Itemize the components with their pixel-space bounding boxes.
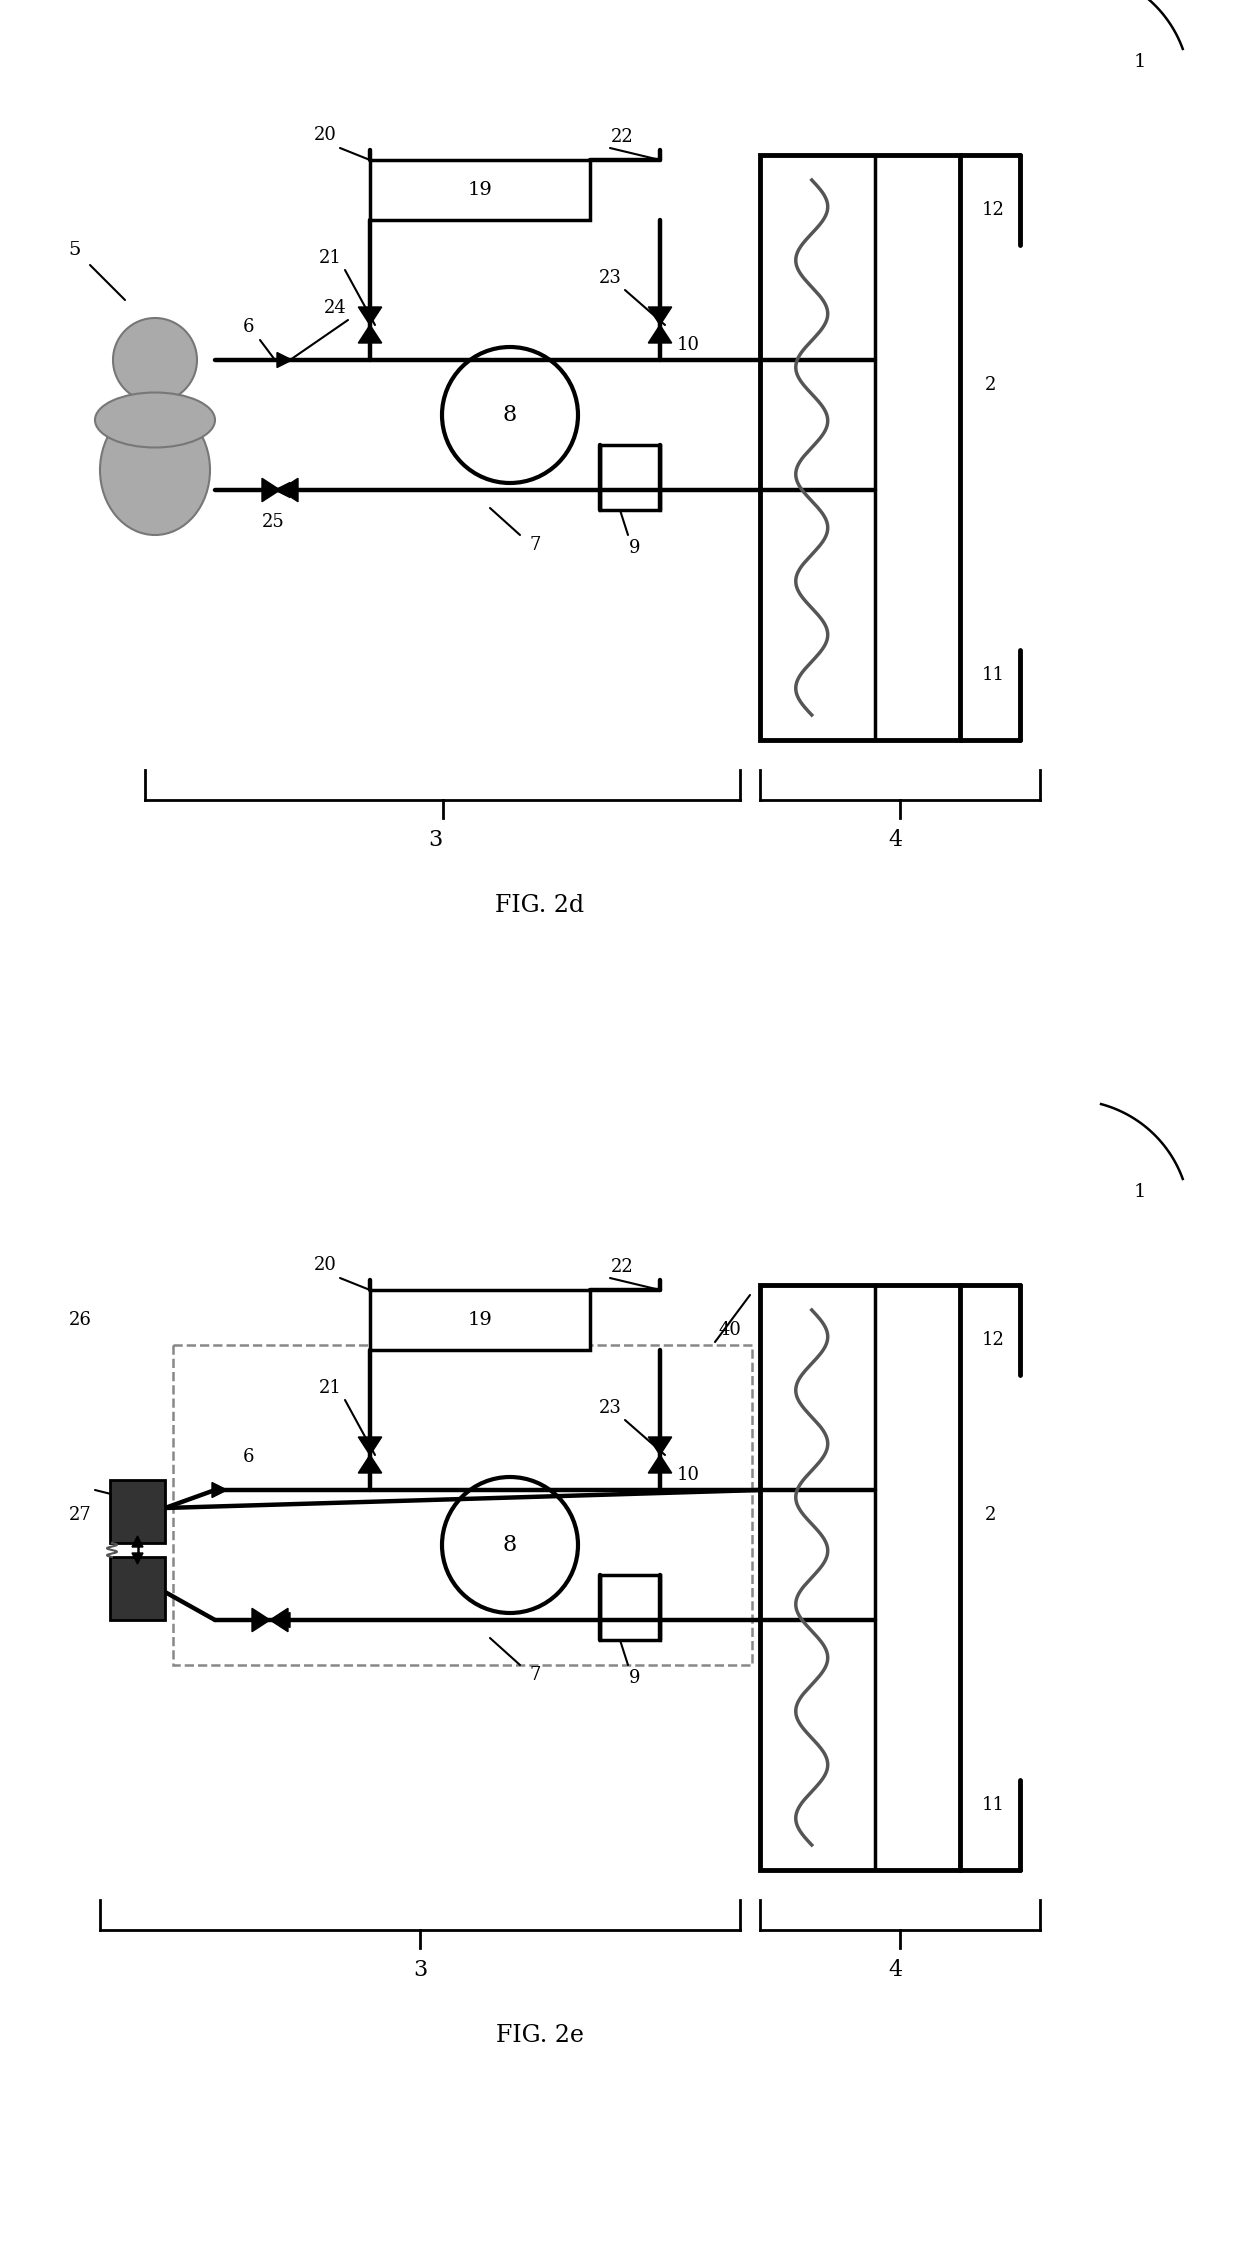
Bar: [110, 1480, 165, 1543]
Circle shape: [113, 318, 197, 401]
Text: 4: 4: [888, 829, 901, 852]
Polygon shape: [275, 482, 290, 498]
Text: 4: 4: [888, 1960, 901, 1980]
Polygon shape: [270, 1609, 288, 1631]
Text: 3: 3: [413, 1960, 427, 1980]
Text: 1: 1: [1133, 54, 1146, 72]
Text: 3: 3: [428, 829, 443, 852]
Text: 6: 6: [242, 318, 254, 336]
Text: 22: 22: [610, 128, 634, 146]
Polygon shape: [358, 1455, 382, 1473]
Polygon shape: [649, 324, 672, 342]
Text: 22: 22: [610, 1257, 634, 1275]
Text: 24: 24: [324, 300, 346, 318]
Text: 2: 2: [985, 1505, 997, 1523]
Polygon shape: [358, 306, 382, 324]
Polygon shape: [262, 478, 280, 502]
Polygon shape: [649, 1437, 672, 1455]
Text: FIG. 2e: FIG. 2e: [496, 2023, 584, 2046]
Text: 19: 19: [467, 180, 492, 198]
Text: 9: 9: [629, 538, 641, 556]
Text: 27: 27: [68, 1505, 92, 1523]
Bar: [174, 1345, 751, 1665]
Bar: [370, 1291, 590, 1350]
Text: 8: 8: [503, 1534, 517, 1557]
Text: 11: 11: [982, 1796, 1004, 1814]
Text: FIG. 2d: FIG. 2d: [496, 894, 584, 917]
Polygon shape: [649, 306, 672, 324]
Ellipse shape: [100, 406, 210, 534]
Text: 7: 7: [529, 1665, 541, 1683]
Circle shape: [441, 347, 578, 482]
Text: 26: 26: [68, 1311, 92, 1329]
Text: 21: 21: [319, 1379, 341, 1397]
Polygon shape: [212, 1482, 227, 1498]
Text: 7: 7: [529, 536, 541, 554]
Text: 10: 10: [677, 1467, 699, 1485]
Polygon shape: [358, 324, 382, 342]
Text: 23: 23: [599, 1399, 621, 1417]
Polygon shape: [358, 1437, 382, 1455]
Bar: [600, 1575, 660, 1640]
Text: 40: 40: [718, 1320, 742, 1338]
Text: 20: 20: [314, 1255, 336, 1273]
Polygon shape: [649, 1455, 672, 1473]
Polygon shape: [277, 351, 291, 367]
Bar: [370, 160, 590, 221]
Text: 21: 21: [319, 250, 341, 268]
Text: 19: 19: [467, 1311, 492, 1329]
Bar: [110, 1557, 165, 1620]
Ellipse shape: [95, 392, 215, 448]
Text: 9: 9: [629, 1669, 641, 1687]
Text: 1: 1: [1133, 1183, 1146, 1201]
Text: 2: 2: [985, 376, 997, 394]
Bar: [600, 446, 660, 509]
Text: 6: 6: [242, 1449, 254, 1467]
Text: 10: 10: [677, 336, 699, 354]
Bar: [760, 155, 960, 739]
Text: 11: 11: [982, 667, 1004, 685]
Text: 12: 12: [982, 1332, 1004, 1350]
Text: 23: 23: [599, 268, 621, 286]
Polygon shape: [131, 1537, 143, 1548]
Bar: [760, 1284, 960, 1870]
Circle shape: [441, 1478, 578, 1613]
Text: 25: 25: [262, 514, 284, 532]
Text: 8: 8: [503, 403, 517, 426]
Polygon shape: [252, 1609, 270, 1631]
Text: 20: 20: [314, 126, 336, 144]
Text: 5: 5: [68, 241, 81, 259]
Polygon shape: [275, 1613, 290, 1627]
Text: 12: 12: [982, 201, 1004, 219]
Polygon shape: [131, 1552, 143, 1564]
Polygon shape: [280, 478, 298, 502]
